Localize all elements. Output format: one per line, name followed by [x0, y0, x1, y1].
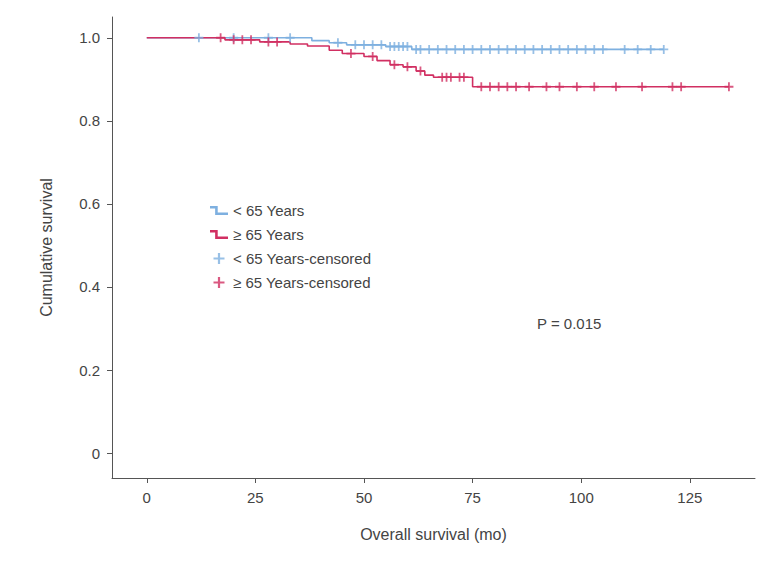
svg-text:≥ 65 Years-censored: ≥ 65 Years-censored [233, 274, 371, 291]
svg-text:100: 100 [569, 489, 594, 506]
svg-text:< 65 Years: < 65 Years [233, 202, 304, 219]
svg-text:1.0: 1.0 [79, 29, 100, 46]
svg-text:P = 0.015: P = 0.015 [537, 315, 601, 332]
svg-text:25: 25 [247, 489, 264, 506]
svg-text:125: 125 [677, 489, 702, 506]
svg-text:0: 0 [143, 489, 151, 506]
svg-text:0.8: 0.8 [79, 112, 100, 129]
svg-text:< 65 Years-censored: < 65 Years-censored [233, 250, 371, 267]
svg-text:≥ 65 Years: ≥ 65 Years [233, 226, 304, 243]
svg-text:0.2: 0.2 [79, 362, 100, 379]
svg-text:50: 50 [356, 489, 373, 506]
svg-text:75: 75 [464, 489, 481, 506]
svg-text:Cumulative survival: Cumulative survival [38, 178, 55, 317]
svg-text:Overall survival (mo): Overall survival (mo) [360, 526, 507, 543]
svg-text:0.4: 0.4 [79, 278, 100, 295]
svg-text:0.6: 0.6 [79, 195, 100, 212]
svg-text:0: 0 [92, 445, 100, 462]
